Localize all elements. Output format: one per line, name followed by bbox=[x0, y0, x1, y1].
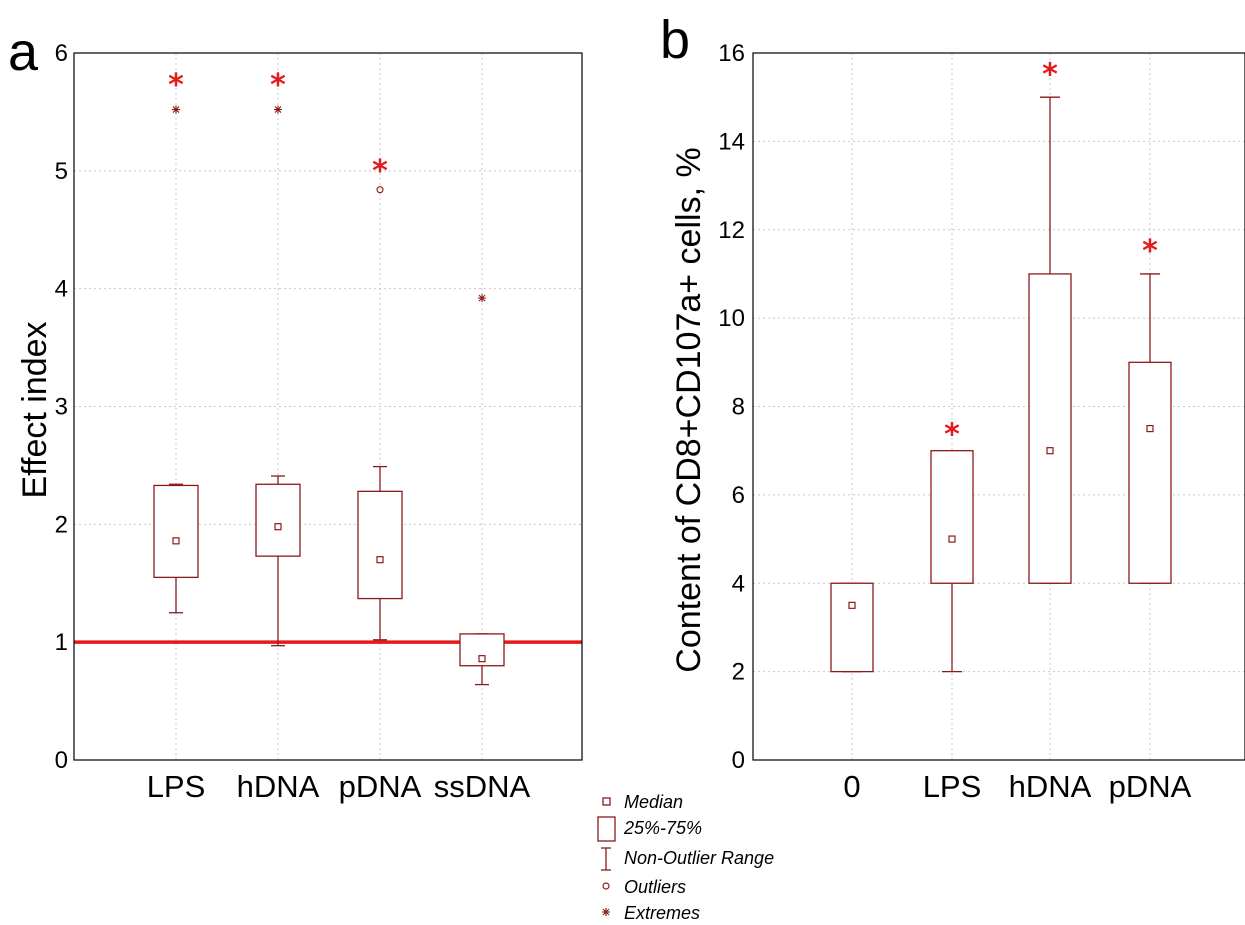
y-tick-label: 0 bbox=[732, 747, 745, 774]
box-ssDNA bbox=[459, 294, 505, 686]
significance-star: * bbox=[270, 68, 286, 103]
x-category-label: hDNA bbox=[237, 769, 320, 804]
y-tick-label: 2 bbox=[55, 511, 68, 538]
legend-extremes-symbol bbox=[602, 908, 610, 916]
box-LPS: * bbox=[153, 68, 199, 614]
y-tick-label: 6 bbox=[732, 482, 745, 509]
panel-b-marks: * * * bbox=[830, 57, 1172, 673]
iqr-box bbox=[830, 582, 874, 673]
x-category-label: ssDNA bbox=[434, 769, 531, 804]
median-marker bbox=[848, 601, 856, 609]
panel-a-y-ticks: 0 1 2 3 4 5 6 bbox=[55, 40, 68, 774]
iqr-box bbox=[1028, 273, 1072, 584]
y-tick-label: 14 bbox=[718, 128, 745, 155]
median-marker bbox=[376, 556, 384, 564]
y-tick-label: 2 bbox=[732, 659, 745, 686]
median-marker bbox=[1046, 447, 1054, 455]
panel-a-plot-frame bbox=[73, 52, 583, 761]
median-marker bbox=[478, 655, 486, 663]
panel-a-gridlines bbox=[74, 52, 582, 761]
y-tick-label: 8 bbox=[732, 394, 745, 421]
median-marker bbox=[948, 535, 956, 543]
x-category-label: LPS bbox=[923, 769, 982, 804]
median-marker bbox=[274, 523, 282, 531]
y-tick-label: 0 bbox=[55, 747, 68, 774]
outlier-point bbox=[376, 186, 384, 194]
y-tick-label: 10 bbox=[718, 305, 745, 332]
iqr-box bbox=[930, 450, 974, 584]
iqr-box bbox=[255, 483, 301, 557]
x-category-label: LPS bbox=[147, 769, 206, 804]
significance-star: * bbox=[944, 418, 960, 453]
panel-b-letter: b bbox=[660, 10, 690, 70]
y-tick-label: 16 bbox=[718, 40, 745, 67]
iqr-box bbox=[1128, 361, 1172, 584]
legend-iqr-label: 25%-75% bbox=[623, 818, 702, 838]
x-category-label: pDNA bbox=[1109, 769, 1192, 804]
box-pDNA: * bbox=[357, 154, 403, 641]
iqr-box bbox=[357, 490, 403, 600]
panel-a: a Effect index 0 1 2 3 4 5 6 * * * LPS hDNA pDNA ss… bbox=[8, 22, 583, 804]
legend: Median 25%-75% Non-Outlier Range Outlier… bbox=[597, 792, 774, 923]
panel-b-y-ticks: 0 2 4 6 8 10 12 14 16 bbox=[718, 40, 745, 774]
panel-a-y-axis-label: Effect index bbox=[16, 321, 54, 498]
legend-median-symbol bbox=[602, 797, 611, 806]
median-marker bbox=[1146, 424, 1154, 433]
panel-b: b Content of CD8+CD107a+ cells, % 0 2 4 6 8 1… bbox=[660, 10, 1245, 804]
box-0 bbox=[830, 582, 874, 673]
y-tick-label: 1 bbox=[55, 629, 68, 656]
y-tick-label: 3 bbox=[55, 394, 68, 421]
y-tick-label: 4 bbox=[55, 276, 68, 303]
legend-range-label: Non-Outlier Range bbox=[624, 848, 774, 868]
significance-star: * bbox=[372, 154, 388, 189]
panel-a-letter: a bbox=[8, 22, 39, 82]
y-tick-label: 5 bbox=[55, 158, 68, 185]
legend-iqr-symbol bbox=[597, 816, 616, 842]
panel-b-category-labels: 0 LPS hDNA pDNA bbox=[843, 769, 1191, 804]
box-hDNA: * bbox=[1028, 57, 1072, 584]
panel-b-y-axis-label: Content of CD8+CD107a+ cells, % bbox=[670, 147, 708, 672]
legend-outliers-label: Outliers bbox=[624, 877, 686, 897]
x-category-label: pDNA bbox=[339, 769, 422, 804]
extreme-point bbox=[274, 105, 282, 114]
iqr-box bbox=[153, 484, 199, 579]
significance-star: * bbox=[168, 68, 184, 103]
iqr-box bbox=[459, 633, 505, 667]
extreme-point bbox=[478, 294, 486, 303]
box-hDNA: * bbox=[255, 68, 301, 647]
legend-extremes-label: Extremes bbox=[624, 903, 700, 923]
box-LPS: * bbox=[930, 418, 974, 673]
y-tick-label: 12 bbox=[718, 217, 745, 244]
legend-median-label: Median bbox=[624, 792, 683, 812]
x-category-label: hDNA bbox=[1009, 769, 1092, 804]
significance-star: * bbox=[1142, 234, 1158, 269]
panel-b-plot-frame bbox=[752, 52, 1245, 761]
extreme-point bbox=[172, 105, 180, 114]
box-pDNA: * bbox=[1128, 234, 1172, 584]
median-marker bbox=[172, 537, 180, 545]
x-category-label: 0 bbox=[843, 769, 860, 804]
legend-outliers-symbol bbox=[602, 882, 610, 890]
panel-a-marks: * * * bbox=[74, 68, 582, 686]
y-tick-label: 4 bbox=[732, 570, 745, 597]
y-tick-label: 6 bbox=[55, 40, 68, 67]
panel-a-category-labels: LPS hDNA pDNA ssDNA bbox=[147, 769, 531, 804]
significance-star: * bbox=[1042, 57, 1058, 92]
